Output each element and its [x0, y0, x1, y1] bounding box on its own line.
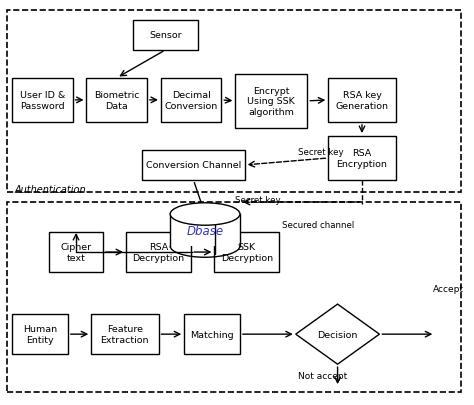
Text: Conversion Channel: Conversion Channel: [146, 161, 241, 170]
Ellipse shape: [170, 203, 240, 226]
Bar: [86, 79, 147, 123]
Bar: [12, 79, 73, 123]
Bar: [328, 79, 396, 123]
Text: Cipher
text: Cipher text: [61, 243, 91, 262]
Bar: [8, 11, 461, 192]
Text: Biometric
Data: Biometric Data: [94, 91, 139, 110]
Text: Matching: Matching: [190, 330, 234, 339]
Bar: [184, 314, 240, 354]
Text: Encrypt
Using SSK
algorithm: Encrypt Using SSK algorithm: [247, 87, 295, 117]
Bar: [161, 79, 221, 123]
Bar: [49, 232, 103, 273]
Text: Feature
Extraction: Feature Extraction: [100, 325, 149, 344]
Text: Decision: Decision: [318, 330, 358, 339]
Bar: [235, 75, 307, 129]
Bar: [170, 215, 240, 246]
Text: Accept: Accept: [433, 284, 464, 293]
Bar: [91, 314, 158, 354]
Bar: [12, 314, 68, 354]
Text: Secret key: Secret key: [235, 196, 281, 205]
Text: Not accept: Not accept: [298, 371, 347, 380]
Text: RSA
Decryption: RSA Decryption: [133, 243, 184, 262]
Text: Secured channel: Secured channel: [282, 220, 354, 229]
Text: SSK
Decryption: SSK Decryption: [221, 243, 273, 262]
Text: Human
Entity: Human Entity: [23, 325, 57, 344]
Polygon shape: [296, 305, 379, 364]
Bar: [142, 151, 245, 181]
Bar: [126, 232, 191, 273]
Text: RSA
Encryption: RSA Encryption: [337, 149, 387, 168]
Text: Secret key: Secret key: [298, 148, 344, 157]
Bar: [133, 21, 198, 51]
Text: Authentication: Authentication: [14, 185, 86, 194]
Text: Sensor: Sensor: [149, 31, 182, 40]
Text: Dbase: Dbase: [186, 224, 224, 237]
Bar: [8, 202, 461, 392]
Bar: [328, 136, 396, 181]
Text: User ID &
Password: User ID & Password: [20, 91, 65, 110]
Bar: [214, 232, 280, 273]
Text: RSA key
Generation: RSA key Generation: [336, 91, 389, 110]
Text: Decimal
Conversion: Decimal Conversion: [164, 91, 218, 110]
